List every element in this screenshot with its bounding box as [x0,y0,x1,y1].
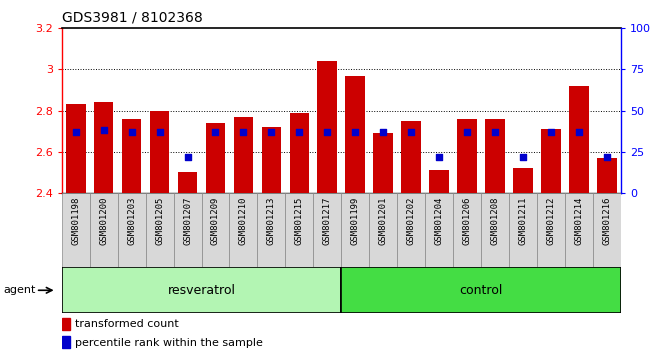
Text: GSM801207: GSM801207 [183,197,192,245]
Bar [481,193,509,267]
Text: GSM801214: GSM801214 [575,197,583,245]
Bar [205,123,226,193]
Point [294,129,305,135]
Text: GDS3981 / 8102368: GDS3981 / 8102368 [62,11,203,25]
Bar [341,267,621,313]
Text: GSM801198: GSM801198 [72,197,80,245]
Text: GSM801200: GSM801200 [99,197,108,245]
Bar [257,193,285,267]
Bar [150,110,170,193]
Bar [62,267,341,313]
Bar [66,104,86,193]
Bar [425,193,453,267]
Bar [597,158,617,193]
Text: GSM801208: GSM801208 [491,197,499,245]
Point [574,129,584,135]
Bar [261,127,281,193]
Text: GSM801217: GSM801217 [323,197,332,245]
Text: GSM801206: GSM801206 [463,197,471,245]
Bar [62,318,70,330]
Bar [453,193,481,267]
Text: GSM801204: GSM801204 [435,197,443,245]
Point [378,129,389,135]
Bar [62,193,90,267]
Text: GSM801205: GSM801205 [155,197,164,245]
Bar [345,76,365,193]
Bar [202,193,229,267]
Bar [565,193,593,267]
Bar [289,113,309,193]
Bar [285,193,313,267]
Point [99,127,109,133]
Bar [401,121,421,193]
Bar [513,168,533,193]
Bar [485,119,505,193]
Bar [569,86,589,193]
Point [266,129,277,135]
Text: transformed count: transformed count [75,319,179,329]
Text: GSM801211: GSM801211 [519,197,527,245]
Bar [177,172,198,193]
Bar [229,193,257,267]
Text: GSM801202: GSM801202 [407,197,415,245]
Point [182,154,193,160]
Point [602,154,612,160]
Text: GSM801210: GSM801210 [239,197,248,245]
Text: GSM801212: GSM801212 [547,197,555,245]
Point [126,129,137,135]
Bar [457,119,477,193]
Bar [429,170,449,193]
Text: GSM801199: GSM801199 [351,197,359,245]
Text: percentile rank within the sample: percentile rank within the sample [75,338,263,348]
Text: GSM801216: GSM801216 [603,197,611,245]
Point [406,129,416,135]
Point [211,129,221,135]
Bar [541,129,561,193]
Point [490,129,501,135]
Text: GSM801215: GSM801215 [295,197,304,245]
Point [518,154,528,160]
Point [70,129,81,135]
Bar [593,193,621,267]
Bar [94,102,114,193]
Point [546,129,556,135]
Bar [317,61,337,193]
Point [322,129,332,135]
Text: GSM801213: GSM801213 [267,197,276,245]
Text: GSM801203: GSM801203 [127,197,136,245]
Bar [397,193,425,267]
Bar [122,119,142,193]
Text: control: control [460,284,502,297]
Bar [174,193,202,267]
Bar [146,193,174,267]
Bar [233,117,254,193]
Point [462,129,473,135]
Text: GSM801201: GSM801201 [379,197,387,245]
Point [155,129,165,135]
Bar [341,193,369,267]
Point [350,129,360,135]
Text: GSM801209: GSM801209 [211,197,220,245]
Text: resveratrol: resveratrol [168,284,235,297]
Bar [373,133,393,193]
Text: agent: agent [3,285,36,295]
Bar [118,193,146,267]
Point [238,129,248,135]
Bar [313,193,341,267]
Bar [537,193,565,267]
Point [434,154,445,160]
Bar [62,337,70,348]
Bar [369,193,397,267]
Bar [90,193,118,267]
Bar [509,193,537,267]
